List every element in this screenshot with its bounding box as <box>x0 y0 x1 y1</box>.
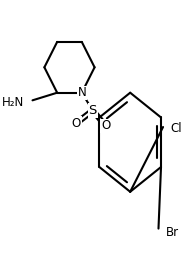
Text: O: O <box>72 117 81 130</box>
Text: Br: Br <box>166 226 179 239</box>
Text: N: N <box>77 86 86 99</box>
Text: Cl: Cl <box>170 122 182 135</box>
Text: H₂N: H₂N <box>2 96 24 109</box>
Text: S: S <box>89 104 97 117</box>
Text: O: O <box>101 119 110 132</box>
